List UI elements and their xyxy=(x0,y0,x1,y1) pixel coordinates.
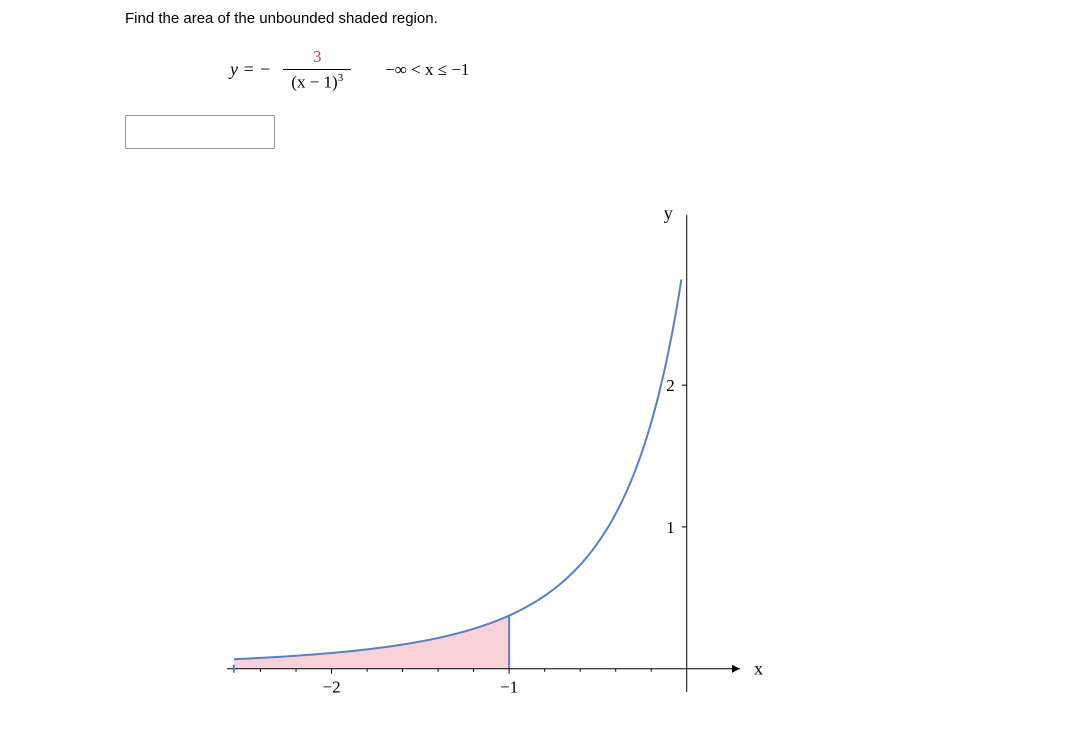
answer-input[interactable] xyxy=(125,115,275,149)
svg-text:2: 2 xyxy=(666,376,675,395)
denominator-exponent: 3 xyxy=(338,72,344,84)
denominator-prefix: (x − 1) xyxy=(291,73,337,92)
svg-text:−2: −2 xyxy=(323,678,341,697)
svg-text:x: x xyxy=(754,659,763,679)
equation-lhs: y = − xyxy=(230,59,271,80)
equation-denominator: (x − 1)3 xyxy=(283,70,351,93)
equation-fraction: 3 (x − 1)3 xyxy=(283,47,351,93)
chart-svg: −2−112xy xyxy=(220,210,780,730)
svg-text:1: 1 xyxy=(666,518,675,537)
equation-numerator: 3 xyxy=(283,47,351,70)
svg-text:y: y xyxy=(664,203,673,223)
domain-text: −∞ < x ≤ −1 xyxy=(385,60,469,80)
area-chart: −2−112xy xyxy=(220,210,780,730)
svg-text:−1: −1 xyxy=(500,678,518,697)
equation-row: y = − 3 (x − 1)3 −∞ < x ≤ −1 xyxy=(230,47,1073,93)
prompt-text: Find the area of the unbounded shaded re… xyxy=(100,10,1073,27)
